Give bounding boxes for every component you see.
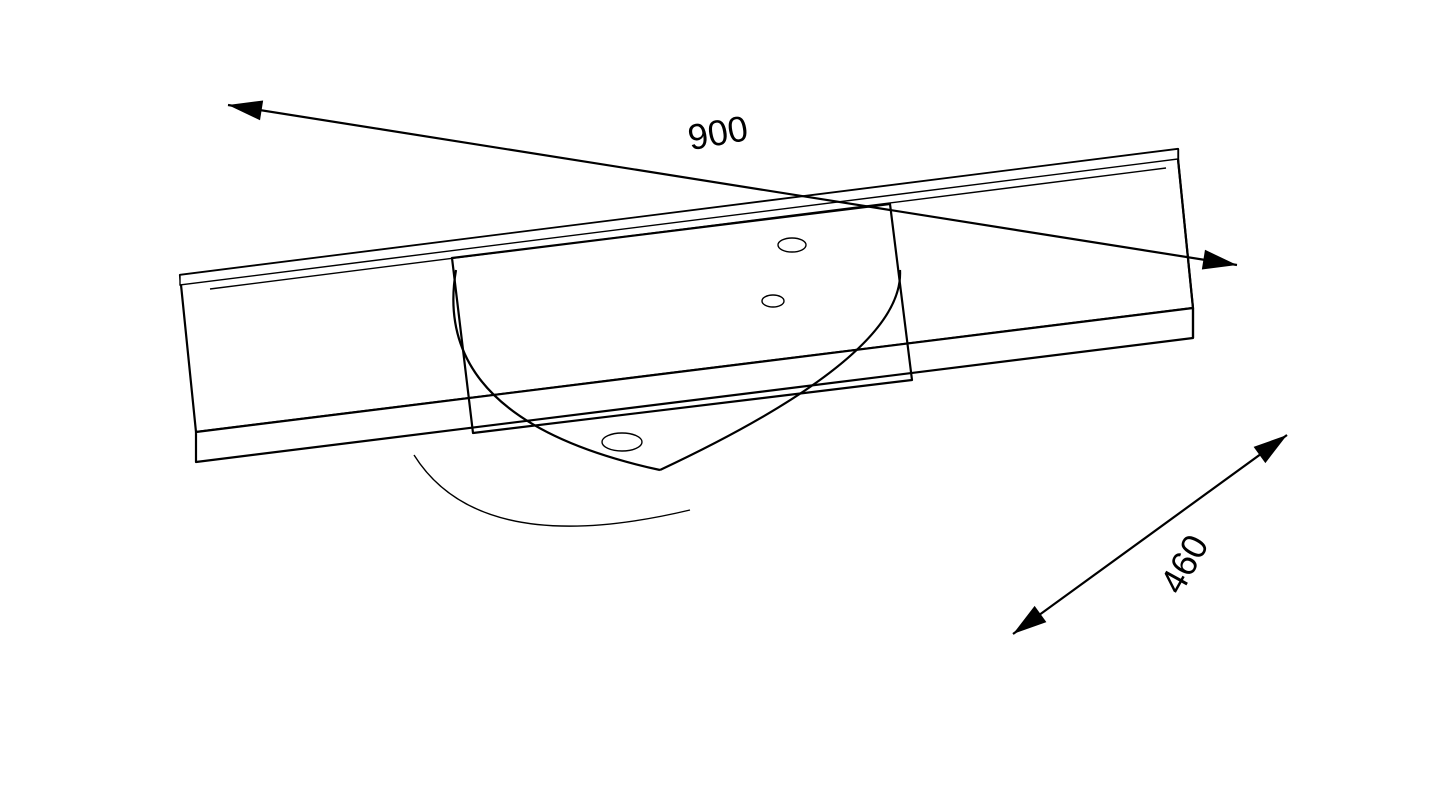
arrowhead	[1202, 250, 1237, 270]
arrowhead	[1013, 606, 1046, 634]
basin-underside-arc	[414, 455, 690, 526]
depth-dimension-line	[1013, 435, 1287, 634]
width-dimension-label: 900	[685, 107, 751, 158]
arrowhead	[1254, 435, 1287, 463]
depth-dimension-label: 460	[1152, 528, 1217, 600]
faucet-hole	[778, 238, 806, 252]
overflow-hole	[762, 295, 784, 307]
drain-hole	[602, 433, 642, 451]
technical-drawing: 900 460	[0, 0, 1440, 810]
arrowhead	[228, 100, 263, 120]
